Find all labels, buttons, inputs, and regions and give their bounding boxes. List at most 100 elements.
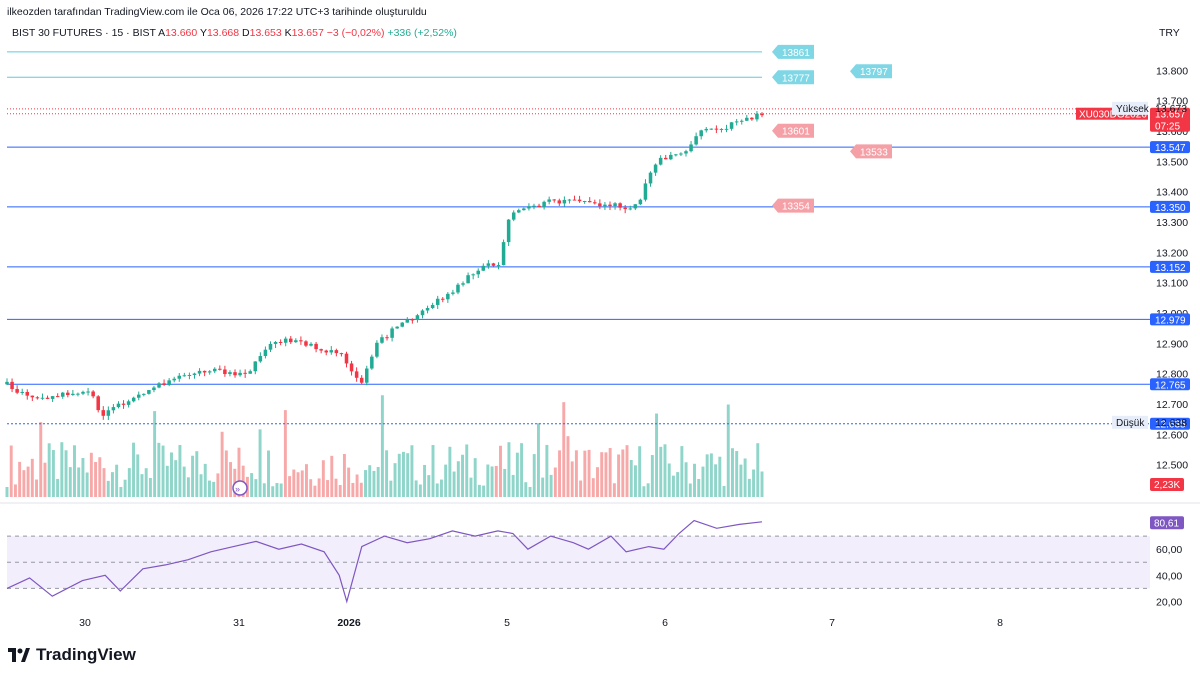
volume-bar <box>132 442 136 497</box>
volume-bar <box>625 445 629 497</box>
candle-body <box>430 304 435 309</box>
price-tick-label: 13.200 <box>1156 247 1188 259</box>
low-label: Düşük <box>1116 418 1145 429</box>
price-tick-label: 13.500 <box>1156 156 1188 168</box>
candle-body <box>572 199 577 201</box>
candle-body <box>60 392 65 397</box>
volume-bar <box>414 480 418 497</box>
level-price-tag <box>1150 313 1190 326</box>
candle-body <box>35 397 40 399</box>
price-flag-label: 13601 <box>782 127 810 138</box>
volume-bar <box>229 462 233 497</box>
candle-body <box>187 374 192 376</box>
volume-bar <box>406 453 410 497</box>
candle-body <box>167 380 171 385</box>
volume-bar <box>579 480 583 497</box>
x-tick-label: 6 <box>662 617 668 629</box>
candle-body <box>567 199 572 201</box>
volume-bar <box>275 483 279 497</box>
brand-name: TradingView <box>36 645 136 664</box>
candle-body <box>66 392 70 396</box>
level-price-tag <box>1150 378 1190 391</box>
price-flag-icon <box>772 123 814 138</box>
volume-bar <box>140 474 144 497</box>
volume-bar <box>528 486 532 497</box>
volume-bar <box>127 468 131 497</box>
candle-body <box>71 393 75 396</box>
volume-bar <box>545 444 549 497</box>
volume-bar <box>562 402 566 497</box>
volume-bar <box>338 485 342 497</box>
volume-bar <box>397 453 401 497</box>
volume-bar <box>494 465 498 497</box>
candle-body <box>618 203 622 208</box>
volume-bar <box>431 445 435 497</box>
level-price-label: 12.635 <box>1155 420 1186 431</box>
candle-body <box>694 136 698 145</box>
volume-bar <box>490 466 494 497</box>
volume-bar <box>43 462 47 497</box>
volume-bar <box>667 463 671 497</box>
volume-bar <box>469 477 473 497</box>
candle-body <box>344 353 349 364</box>
volume-bar <box>697 479 701 497</box>
x-tick-label: 2026 <box>337 617 361 629</box>
chart-canvas[interactable]: 13.80013.70013.60013.50013.40013.30013.2… <box>0 0 1200 640</box>
candle-body <box>243 372 247 374</box>
price-tick-label: 13.400 <box>1156 187 1188 199</box>
volume-bar <box>511 474 515 497</box>
volume-bar <box>182 466 186 497</box>
x-tick-label: 8 <box>997 617 1003 629</box>
candle-body <box>608 204 612 206</box>
candle-body <box>25 391 30 396</box>
candle-body <box>537 205 541 208</box>
candle-body <box>258 356 263 362</box>
volume-bar <box>444 464 448 497</box>
volume-bar <box>456 461 460 497</box>
volume-bar <box>106 480 110 497</box>
volume-bar <box>461 454 464 497</box>
volume-bar <box>144 468 148 497</box>
brand-footer: TradingView <box>8 645 136 665</box>
volume-bar <box>271 486 275 497</box>
price-flag-label: 13797 <box>860 67 888 78</box>
candle-body <box>674 154 678 156</box>
volume-bar <box>541 477 545 497</box>
last-symbol-label: XU030DG2026 <box>1079 110 1147 121</box>
volume-bar <box>566 436 570 497</box>
candle-body <box>152 387 156 391</box>
candle-body <box>157 383 161 388</box>
volume-bar <box>330 455 334 497</box>
candle-body <box>86 391 90 393</box>
candle-body <box>425 308 430 311</box>
volume-bar <box>596 467 599 497</box>
candle-body <box>20 391 24 393</box>
volume-bar <box>714 464 718 497</box>
volume-bar <box>148 477 152 497</box>
high-label: Y <box>199 27 207 39</box>
candle-body <box>55 396 60 398</box>
volume-bar <box>524 482 528 497</box>
candle-body <box>294 340 298 343</box>
candle-body <box>496 265 501 267</box>
volume-bar <box>51 450 55 497</box>
volume-bar <box>608 448 612 497</box>
candle-body <box>669 154 673 160</box>
rsi-line <box>6 519 763 604</box>
volume-bar <box>89 452 93 497</box>
candle-body <box>557 200 562 204</box>
candle-body <box>233 372 237 376</box>
candle-body <box>486 263 491 266</box>
volume-bar <box>292 469 296 497</box>
candle-body <box>648 172 653 184</box>
chart-caption: ilkeozden tarafından TradingView.com ile… <box>7 6 427 18</box>
level-price-label: 13.350 <box>1155 203 1186 214</box>
candle-body <box>375 342 379 357</box>
volume-bar <box>68 467 72 497</box>
volume-bar <box>410 445 414 497</box>
candle-body <box>96 396 100 411</box>
session-break-icon <box>232 480 248 496</box>
candle-body <box>278 342 283 344</box>
volume-bar <box>752 469 756 497</box>
candle-body <box>709 128 714 130</box>
